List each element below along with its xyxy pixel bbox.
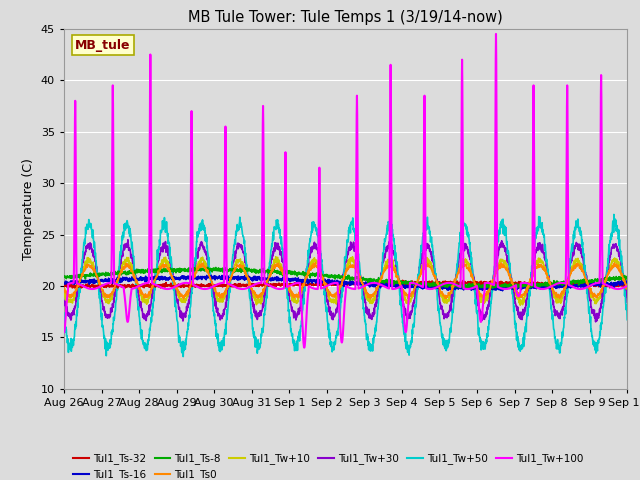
Text: MB_tule: MB_tule — [76, 38, 131, 52]
Title: MB Tule Tower: Tule Temps 1 (3/19/14-now): MB Tule Tower: Tule Temps 1 (3/19/14-now… — [188, 10, 503, 25]
Legend: Tul1_Ts-32, Tul1_Ts-16, Tul1_Ts-8, Tul1_Ts0, Tul1_Tw+10, Tul1_Tw+30, Tul1_Tw+50,: Tul1_Ts-32, Tul1_Ts-16, Tul1_Ts-8, Tul1_… — [69, 449, 588, 480]
Y-axis label: Temperature (C): Temperature (C) — [22, 158, 35, 260]
